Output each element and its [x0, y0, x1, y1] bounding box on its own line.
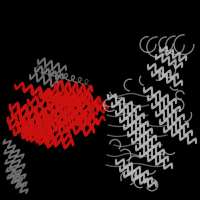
- Polygon shape: [60, 90, 100, 107]
- Polygon shape: [21, 117, 70, 137]
- Polygon shape: [25, 130, 74, 150]
- Polygon shape: [155, 110, 189, 129]
- Polygon shape: [155, 53, 183, 69]
- Polygon shape: [4, 159, 27, 179]
- Polygon shape: [39, 90, 80, 106]
- Polygon shape: [151, 102, 185, 121]
- Polygon shape: [6, 174, 29, 194]
- Polygon shape: [111, 101, 145, 120]
- Polygon shape: [115, 158, 149, 177]
- Polygon shape: [23, 84, 60, 100]
- Polygon shape: [123, 171, 157, 188]
- Polygon shape: [135, 144, 169, 163]
- Polygon shape: [17, 103, 66, 123]
- Polygon shape: [13, 126, 57, 149]
- Polygon shape: [37, 57, 67, 73]
- Polygon shape: [19, 110, 68, 130]
- Polygon shape: [11, 108, 55, 131]
- Polygon shape: [44, 119, 94, 137]
- Polygon shape: [2, 139, 25, 159]
- Polygon shape: [55, 79, 92, 96]
- Polygon shape: [23, 124, 72, 144]
- Polygon shape: [29, 72, 59, 88]
- Polygon shape: [42, 90, 85, 107]
- Polygon shape: [52, 106, 94, 123]
- Polygon shape: [7, 114, 51, 137]
- Polygon shape: [65, 95, 105, 112]
- Polygon shape: [9, 101, 53, 124]
- Polygon shape: [119, 116, 153, 135]
- Polygon shape: [151, 70, 183, 87]
- Polygon shape: [107, 93, 141, 112]
- Polygon shape: [56, 112, 98, 129]
- Polygon shape: [48, 100, 90, 117]
- Polygon shape: [147, 63, 179, 80]
- Polygon shape: [163, 126, 197, 145]
- Polygon shape: [159, 118, 193, 137]
- Polygon shape: [55, 96, 100, 112]
- Polygon shape: [3, 149, 26, 169]
- Polygon shape: [15, 81, 50, 97]
- Polygon shape: [147, 94, 181, 113]
- Polygon shape: [127, 130, 161, 149]
- Polygon shape: [31, 87, 70, 103]
- Polygon shape: [119, 165, 153, 184]
- Polygon shape: [75, 115, 105, 127]
- Polygon shape: [36, 107, 86, 125]
- Polygon shape: [9, 120, 53, 143]
- Polygon shape: [143, 86, 177, 105]
- Polygon shape: [47, 93, 90, 109]
- Polygon shape: [28, 95, 78, 113]
- Polygon shape: [159, 46, 187, 62]
- Polygon shape: [115, 109, 149, 128]
- Polygon shape: [34, 65, 64, 81]
- Polygon shape: [123, 123, 157, 142]
- Polygon shape: [131, 137, 165, 156]
- Polygon shape: [32, 101, 82, 119]
- Polygon shape: [5, 167, 28, 187]
- Polygon shape: [40, 113, 90, 131]
- Polygon shape: [139, 151, 173, 170]
- Polygon shape: [50, 85, 90, 102]
- Polygon shape: [80, 103, 108, 120]
